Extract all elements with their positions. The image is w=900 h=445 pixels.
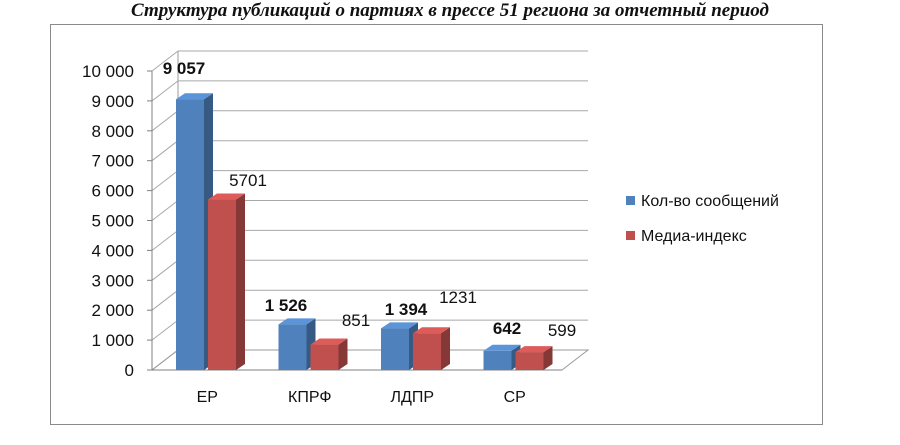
y-tick-label: 5 000 — [91, 212, 134, 231]
x-tick-label: СР — [504, 389, 526, 406]
bar-side — [236, 193, 245, 370]
y-tick-label: 1 000 — [91, 331, 134, 350]
y-tick-label: 6 000 — [91, 182, 134, 201]
legend-swatch — [626, 196, 635, 205]
bar-top — [278, 318, 316, 325]
gridline-side — [151, 200, 179, 221]
gridline-side — [151, 80, 179, 102]
data-label: 9 057 — [163, 59, 206, 78]
bar-top — [483, 344, 521, 351]
legend-label: Кол-во сообщений — [641, 193, 779, 210]
data-label: 5701 — [229, 171, 267, 190]
x-tick-label: ЕР — [197, 389, 218, 406]
data-label: 1 394 — [385, 300, 428, 319]
x-tick-label: КПРФ — [288, 389, 331, 406]
bar-messages — [483, 350, 512, 370]
bar-media-index — [208, 199, 236, 370]
y-tick-label: 4 000 — [91, 241, 134, 260]
bar-top — [176, 93, 213, 100]
bar-messages — [278, 324, 307, 370]
gridline-side — [151, 259, 179, 281]
bar-media-index — [310, 344, 339, 370]
bar-top — [310, 338, 348, 345]
y-tick-label: 3 000 — [91, 271, 134, 290]
y-tick-label: 9 000 — [91, 92, 134, 111]
x-tick-label: ЛДПР — [390, 389, 434, 406]
bar-side — [441, 327, 450, 370]
gridline-side — [151, 50, 179, 72]
y-tick-label: 10 000 — [82, 62, 134, 81]
gridline-side — [151, 230, 179, 251]
gridline-side — [151, 319, 179, 341]
gridline-side — [151, 289, 179, 311]
data-label: 1 526 — [265, 296, 308, 315]
y-tick-label: 0 — [125, 361, 134, 380]
bar-messages — [381, 328, 409, 370]
bar-top — [381, 322, 418, 329]
bar-media-index — [413, 333, 441, 370]
chart-title: Структура публикаций о партиях в прессе … — [131, 0, 769, 21]
data-label: 642 — [493, 319, 521, 338]
gridline-side — [151, 110, 179, 132]
gridline-side — [151, 140, 179, 162]
legend-label: Медиа-индекс — [641, 228, 747, 245]
y-tick-label: 2 000 — [91, 301, 134, 320]
bar-side — [338, 338, 348, 370]
bar-top — [515, 346, 553, 353]
y-tick-label: 7 000 — [91, 152, 134, 171]
y-tick-label: 8 000 — [91, 122, 134, 141]
bar-side — [543, 346, 553, 370]
data-label: 1231 — [439, 288, 477, 307]
legend-swatch — [626, 231, 635, 240]
data-label: 599 — [548, 321, 576, 340]
bar-top — [413, 327, 450, 334]
data-label: 851 — [342, 311, 370, 330]
bar-media-index — [515, 352, 544, 370]
bar-top — [208, 193, 245, 200]
bar-messages — [176, 99, 204, 370]
gridline-side — [151, 170, 179, 191]
